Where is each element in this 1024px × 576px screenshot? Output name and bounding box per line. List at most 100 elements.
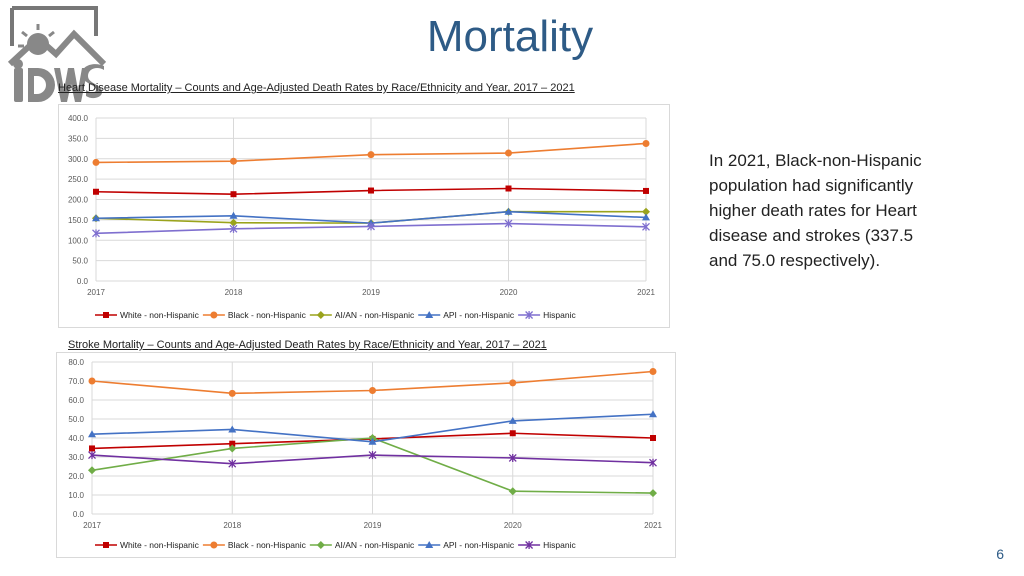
- stroke-y-tick-label: 20.0: [68, 472, 84, 481]
- stroke-legend-label: AI/AN - non-Hispanic: [335, 540, 415, 550]
- stroke-point-ai-an-non-hispanic: [228, 444, 237, 453]
- stroke-legend-label: Black - non-Hispanic: [228, 540, 307, 550]
- stroke-legend-white-non-hispanic: White - non-Hispanic: [95, 540, 200, 550]
- heart-y-tick-label: 200.0: [68, 196, 89, 205]
- heart-x-tick-label: 2019: [362, 288, 380, 297]
- stroke-point-hispanic: [88, 451, 96, 460]
- heart-legend-marker: [210, 311, 218, 319]
- heart-legend-api-non-hispanic: API - non-Hispanic: [418, 310, 515, 320]
- heart-y-tick-label: 400.0: [68, 114, 89, 123]
- stroke-point-api-non-hispanic: [228, 425, 237, 433]
- heart-point-white-non-hispanic: [230, 191, 237, 198]
- stroke-y-tick-label: 80.0: [68, 358, 84, 367]
- heart-chart-title: Heart Disease Mortality – Counts and Age…: [58, 82, 575, 94]
- heart-x-tick-label: 2021: [637, 288, 655, 297]
- heart-point-hispanic: [504, 219, 513, 228]
- heart-y-tick-label: 0.0: [77, 277, 89, 286]
- stroke-point-ai-an-non-hispanic: [88, 466, 96, 475]
- stroke-point-black-non-hispanic: [649, 368, 657, 375]
- stroke-legend-marker: [210, 541, 218, 549]
- stroke-y-tick-label: 60.0: [68, 396, 84, 405]
- heart-point-api-non-hispanic: [504, 207, 513, 215]
- stroke-point-api-non-hispanic: [368, 437, 377, 445]
- heart-x-tick-label: 2017: [87, 288, 105, 297]
- heart-point-ai-an-non-hispanic: [229, 218, 238, 227]
- heart-legend-marker: [525, 311, 534, 319]
- ihs-logo: [8, 6, 106, 102]
- stroke-point-black-non-hispanic: [228, 389, 236, 397]
- stroke-point-white-non-hispanic: [509, 430, 516, 437]
- heart-legend-label: Hispanic: [543, 310, 576, 320]
- heart-point-white-non-hispanic: [93, 188, 99, 195]
- heart-point-black-non-hispanic: [642, 139, 650, 147]
- heart-series-hispanic: [92, 219, 650, 238]
- stroke-point-white-non-hispanic: [650, 435, 656, 441]
- stroke-point-ai-an-non-hispanic: [649, 489, 657, 498]
- slide-title: Mortality: [426, 12, 594, 61]
- heart-y-tick-label: 50.0: [72, 257, 88, 266]
- stroke-point-white-non-hispanic: [89, 445, 95, 452]
- heart-point-api-non-hispanic: [92, 214, 100, 222]
- stroke-point-black-non-hispanic: [88, 377, 96, 385]
- stroke-y-tick-label: 50.0: [68, 415, 84, 424]
- heart-point-white-non-hispanic: [643, 187, 649, 194]
- stroke-x-tick-label: 2017: [83, 521, 101, 530]
- stroke-legend-marker: [103, 542, 109, 548]
- heart-y-tick-label: 350.0: [68, 134, 89, 143]
- heart-legend-label: AI/AN - non-Hispanic: [335, 310, 415, 320]
- stroke-point-black-non-hispanic: [509, 379, 517, 387]
- heart-point-white-non-hispanic: [505, 185, 512, 192]
- heart-point-hispanic: [367, 222, 375, 231]
- stroke-x-tick-label: 2019: [364, 521, 382, 530]
- heart-legend-label: API - non-Hispanic: [443, 310, 515, 320]
- heart-point-white-non-hispanic: [368, 187, 374, 194]
- stroke-legend-label: White - non-Hispanic: [120, 540, 200, 550]
- heart-chart-frame: 0.0 50.0 100.0 150.0 200.0 250.0 300.0 350.0 400…: [58, 104, 670, 328]
- heart-point-hispanic: [92, 229, 100, 238]
- heart-point-hispanic: [229, 224, 238, 233]
- heart-point-black-non-hispanic: [505, 149, 512, 157]
- stroke-y-tick-label: 40.0: [68, 434, 84, 443]
- heart-legend-label: Black - non-Hispanic: [228, 310, 307, 320]
- heart-point-ai-an-non-hispanic: [642, 207, 650, 216]
- heart-y-tick-label: 300.0: [68, 155, 89, 164]
- stroke-point-hispanic: [508, 453, 517, 462]
- stroke-x-tick-label: 2021: [644, 521, 662, 530]
- stroke-y-tick-label: 10.0: [68, 491, 84, 500]
- heart-point-black-non-hispanic: [230, 157, 237, 165]
- heart-y-tick-label: 100.0: [68, 236, 89, 245]
- stroke-chart-frame: 0.0 10.0 20.0 30.0 40.0 50.0 60.0 70.0 80.0 2017 2…: [56, 352, 676, 558]
- stroke-y-tick-label: 70.0: [68, 377, 84, 386]
- stroke-point-ai-an-non-hispanic: [508, 487, 517, 496]
- heart-legend-ai-an-non-hispanic: AI/AN - non-Hispanic: [309, 310, 415, 320]
- heart-point-hispanic: [642, 222, 650, 231]
- stroke-point-hispanic: [228, 459, 237, 468]
- stroke-point-api-non-hispanic: [88, 430, 96, 438]
- stroke-point-hispanic: [649, 458, 657, 467]
- heart-legend-black-non-hispanic: Black - non-Hispanic: [202, 310, 307, 320]
- stroke-series-api-non-hispanic: [88, 410, 657, 445]
- heart-point-api-non-hispanic: [642, 213, 650, 221]
- heart-x-tick-label: 2020: [500, 288, 518, 297]
- stroke-x-tick-label: 2018: [223, 521, 241, 530]
- stroke-y-tick-label: 30.0: [68, 453, 84, 462]
- stroke-point-black-non-hispanic: [369, 387, 376, 394]
- heart-legend-marker: [103, 312, 109, 318]
- heart-point-api-non-hispanic: [229, 211, 238, 219]
- heart-legend-label: White - non-Hispanic: [120, 310, 200, 320]
- stroke-legend-hispanic: Hispanic: [518, 540, 576, 550]
- heart-legend-marker: [425, 311, 434, 318]
- heart-x-tick-label: 2018: [225, 288, 243, 297]
- stroke-legend-ai-an-non-hispanic: AI/AN - non-Hispanic: [309, 540, 415, 550]
- stroke-legend-black-non-hispanic: Black - non-Hispanic: [202, 540, 307, 550]
- heart-series-black-non-hispanic: [92, 139, 650, 166]
- heart-legend-white-non-hispanic: White - non-Hispanic: [95, 310, 200, 320]
- heart-legend-marker: [316, 311, 325, 319]
- heart-y-tick-label: 250.0: [68, 175, 89, 184]
- stroke-chart-title: Stroke Mortality – Counts and Age-Adjust…: [68, 339, 547, 351]
- stroke-point-white-non-hispanic: [229, 440, 236, 447]
- heart-y-tick-label: 150.0: [68, 216, 89, 225]
- heart-point-black-non-hispanic: [367, 151, 375, 159]
- stroke-point-api-non-hispanic: [649, 410, 657, 418]
- stroke-legend-label: API - non-Hispanic: [443, 540, 515, 550]
